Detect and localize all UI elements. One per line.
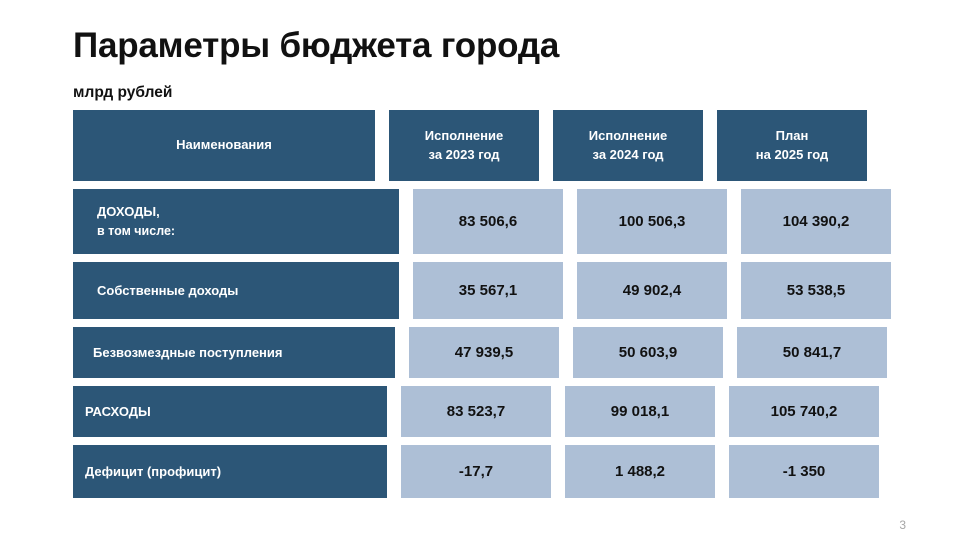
units-subtitle: млрд рублей: [73, 84, 173, 101]
column-gap: [563, 189, 577, 254]
cell-sobstvennye-2025: 53 538,5: [741, 262, 891, 319]
column-header-2023-line1: Исполнение: [424, 127, 504, 143]
table-row: Дефицит (профицит) -17,7 1 488,2 -1 350: [73, 445, 885, 498]
column-header-2024-line1: Исполнение: [588, 127, 668, 143]
column-header-2024-line2: за 2024 год: [592, 146, 664, 162]
row-label-deficit-proficit: Дефицит (профицит): [73, 445, 387, 498]
column-gap: [387, 386, 401, 437]
column-gap: [723, 327, 737, 378]
cell-sobstvennye-2023: 35 567,1: [413, 262, 563, 319]
cell-bezvozmezdnye-2025: 50 841,7: [737, 327, 887, 378]
column-header-2025-line1: План: [775, 127, 809, 143]
row-label-line2: в том числе:: [97, 223, 176, 238]
column-gap: [715, 386, 729, 437]
row-label-bezvozmezdnye-postupleniya: Безвозмездные поступления: [73, 327, 395, 378]
row-label-dohody: ДОХОДЫ, в том числе:: [73, 189, 399, 254]
cell-deficit-2024: 1 488,2: [565, 445, 715, 498]
cell-rashody-2024: 99 018,1: [565, 386, 715, 437]
cell-dohody-2024: 100 506,3: [577, 189, 727, 254]
cell-dohody-2025: 104 390,2: [741, 189, 891, 254]
table-row: РАСХОДЫ 83 523,7 99 018,1 105 740,2: [73, 386, 885, 437]
column-header-2025-label: План на 2025 год: [756, 127, 829, 165]
column-gap: [539, 110, 553, 181]
row-label-rashody: РАСХОДЫ: [73, 386, 387, 437]
column-header-2025: План на 2025 год: [717, 110, 867, 181]
cell-deficit-2023: -17,7: [401, 445, 551, 498]
table-header-row: Наименования Исполнение за 2023 год Испо…: [73, 110, 885, 181]
page-number: 3: [899, 518, 906, 532]
column-gap: [387, 445, 401, 498]
column-header-2024-label: Исполнение за 2024 год: [589, 127, 667, 165]
column-gap: [551, 386, 565, 437]
cell-rashody-2023: 83 523,7: [401, 386, 551, 437]
cell-bezvozmezdnye-2024: 50 603,9: [573, 327, 723, 378]
row-label-line1: Безвозмездные поступления: [93, 344, 283, 360]
row-label-line1: РАСХОДЫ: [85, 403, 151, 419]
column-gap: [563, 262, 577, 319]
column-header-2023-line2: за 2023 год: [428, 146, 500, 162]
row-label-line1: Собственные доходы: [97, 282, 239, 298]
cell-dohody-2023: 83 506,6: [413, 189, 563, 254]
column-gap: [559, 327, 573, 378]
column-gap: [375, 110, 389, 181]
cell-deficit-2025: -1 350: [729, 445, 879, 498]
column-header-names: Наименования: [73, 110, 375, 181]
table-row: Собственные доходы 35 567,1 49 902,4 53 …: [73, 262, 891, 319]
column-header-names-label: Наименования: [176, 137, 272, 153]
row-label-sobstvennye-dohody: Собственные доходы: [73, 262, 399, 319]
column-header-2025-line2: на 2025 год: [755, 146, 829, 162]
budget-table: Наименования Исполнение за 2023 год Испо…: [73, 110, 891, 506]
column-header-2023-label: Исполнение за 2023 год: [425, 127, 503, 165]
cell-sobstvennye-2024: 49 902,4: [577, 262, 727, 319]
column-gap: [551, 445, 565, 498]
column-gap: [727, 262, 741, 319]
column-header-2024: Исполнение за 2024 год: [553, 110, 703, 181]
table-row: ДОХОДЫ, в том числе: 83 506,6 100 506,3 …: [73, 189, 891, 254]
column-gap: [727, 189, 741, 254]
column-gap: [399, 262, 413, 319]
cell-bezvozmezdnye-2023: 47 939,5: [409, 327, 559, 378]
table-row: Безвозмездные поступления 47 939,5 50 60…: [73, 327, 887, 378]
column-gap: [399, 189, 413, 254]
column-gap: [395, 327, 409, 378]
page-title: Параметры бюджета города: [73, 26, 560, 65]
cell-rashody-2025: 105 740,2: [729, 386, 879, 437]
column-gap: [715, 445, 729, 498]
row-label-line1: Дефицит (профицит): [85, 463, 222, 479]
column-header-2023: Исполнение за 2023 год: [389, 110, 539, 181]
row-label-line1: ДОХОДЫ,: [97, 204, 160, 220]
column-gap: [703, 110, 717, 181]
